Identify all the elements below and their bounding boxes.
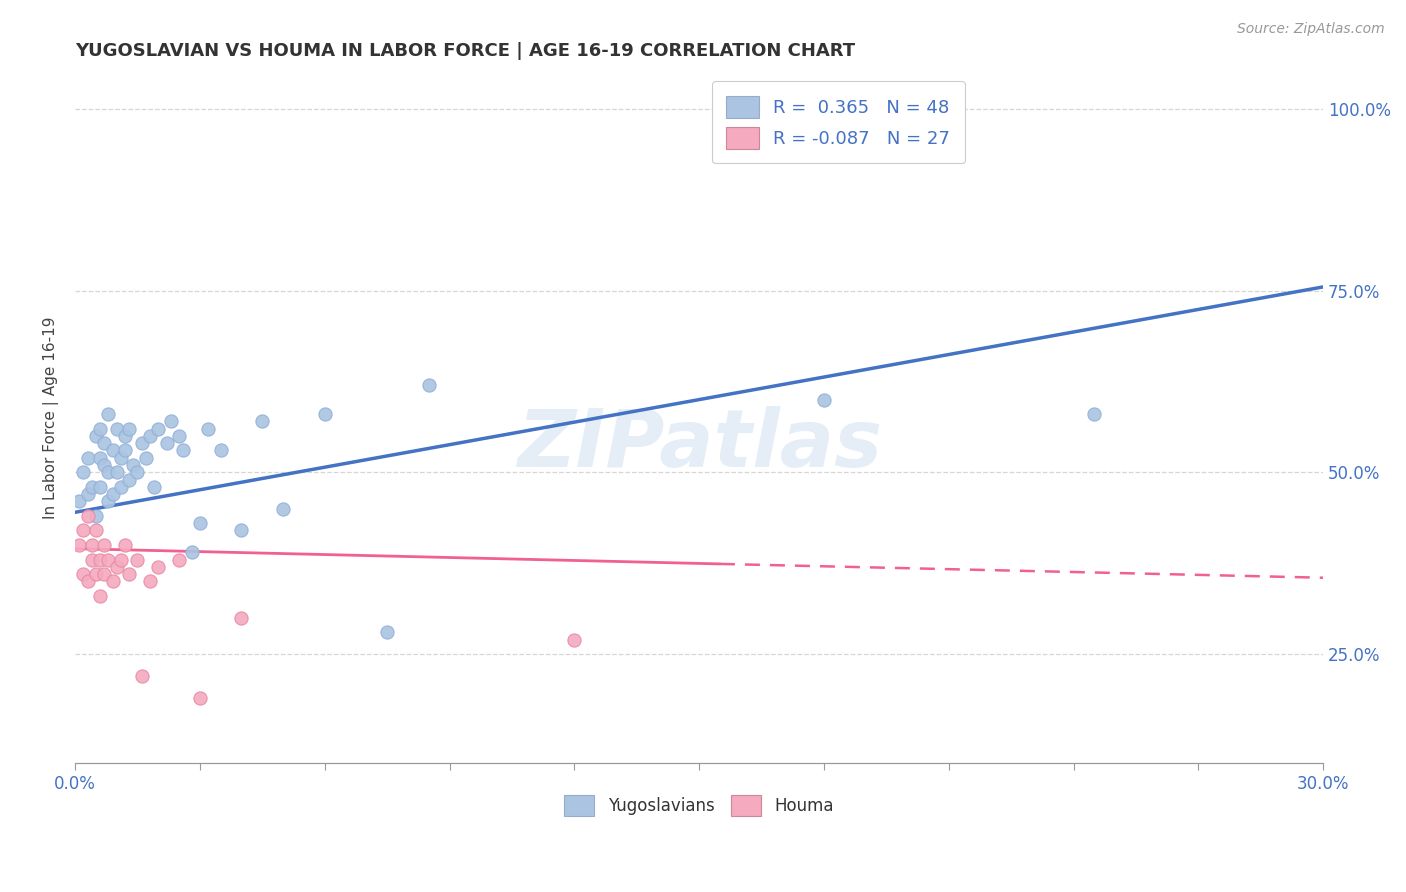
- Point: [105, 422, 128, 436]
- Point: [418, 378, 440, 392]
- Point: [80, 552, 103, 566]
- Point: [139, 429, 162, 443]
- Text: Source: ZipAtlas.com: Source: ZipAtlas.com: [1237, 22, 1385, 37]
- Point: [131, 669, 153, 683]
- Point: [84, 508, 107, 523]
- Point: [93, 458, 115, 472]
- Point: [231, 524, 253, 538]
- Point: [97, 407, 120, 421]
- Point: [127, 465, 149, 479]
- Point: [148, 422, 170, 436]
- Point: [101, 443, 124, 458]
- Point: [76, 508, 98, 523]
- Point: [76, 574, 98, 589]
- Point: [562, 632, 585, 647]
- Point: [118, 473, 141, 487]
- Point: [167, 429, 190, 443]
- Point: [101, 487, 124, 501]
- Point: [159, 414, 181, 428]
- Point: [72, 465, 94, 479]
- Point: [188, 516, 211, 531]
- Point: [271, 501, 294, 516]
- Point: [252, 414, 274, 428]
- Point: [93, 538, 115, 552]
- Text: ZIPatlas: ZIPatlas: [516, 407, 882, 484]
- Point: [67, 538, 90, 552]
- Point: [188, 690, 211, 705]
- Point: [156, 436, 179, 450]
- Point: [67, 494, 90, 508]
- Point: [76, 487, 98, 501]
- Point: [118, 567, 141, 582]
- Point: [76, 450, 98, 465]
- Legend: Yugoslavians, Houma: Yugoslavians, Houma: [555, 787, 842, 824]
- Point: [80, 480, 103, 494]
- Point: [89, 450, 111, 465]
- Point: [84, 567, 107, 582]
- Point: [72, 524, 94, 538]
- Point: [172, 443, 194, 458]
- Point: [143, 480, 166, 494]
- Point: [139, 574, 162, 589]
- Point: [110, 552, 132, 566]
- Point: [101, 574, 124, 589]
- Point: [72, 567, 94, 582]
- Point: [148, 559, 170, 574]
- Point: [197, 422, 219, 436]
- Point: [105, 559, 128, 574]
- Point: [80, 538, 103, 552]
- Point: [114, 429, 136, 443]
- Point: [114, 443, 136, 458]
- Point: [209, 443, 232, 458]
- Point: [97, 552, 120, 566]
- Point: [135, 450, 157, 465]
- Point: [167, 552, 190, 566]
- Point: [1083, 407, 1105, 421]
- Point: [84, 524, 107, 538]
- Point: [110, 480, 132, 494]
- Point: [375, 625, 398, 640]
- Point: [89, 422, 111, 436]
- Point: [118, 422, 141, 436]
- Point: [122, 458, 145, 472]
- Point: [97, 494, 120, 508]
- Point: [84, 429, 107, 443]
- Point: [110, 450, 132, 465]
- Point: [131, 436, 153, 450]
- Point: [231, 611, 253, 625]
- Point: [105, 465, 128, 479]
- Text: YUGOSLAVIAN VS HOUMA IN LABOR FORCE | AGE 16-19 CORRELATION CHART: YUGOSLAVIAN VS HOUMA IN LABOR FORCE | AG…: [75, 42, 855, 60]
- Point: [97, 465, 120, 479]
- Point: [127, 552, 149, 566]
- Y-axis label: In Labor Force | Age 16-19: In Labor Force | Age 16-19: [44, 317, 59, 519]
- Point: [93, 567, 115, 582]
- Point: [89, 552, 111, 566]
- Point: [314, 407, 336, 421]
- Point: [93, 436, 115, 450]
- Point: [89, 589, 111, 603]
- Point: [813, 392, 835, 407]
- Point: [180, 545, 202, 559]
- Point: [114, 538, 136, 552]
- Point: [89, 480, 111, 494]
